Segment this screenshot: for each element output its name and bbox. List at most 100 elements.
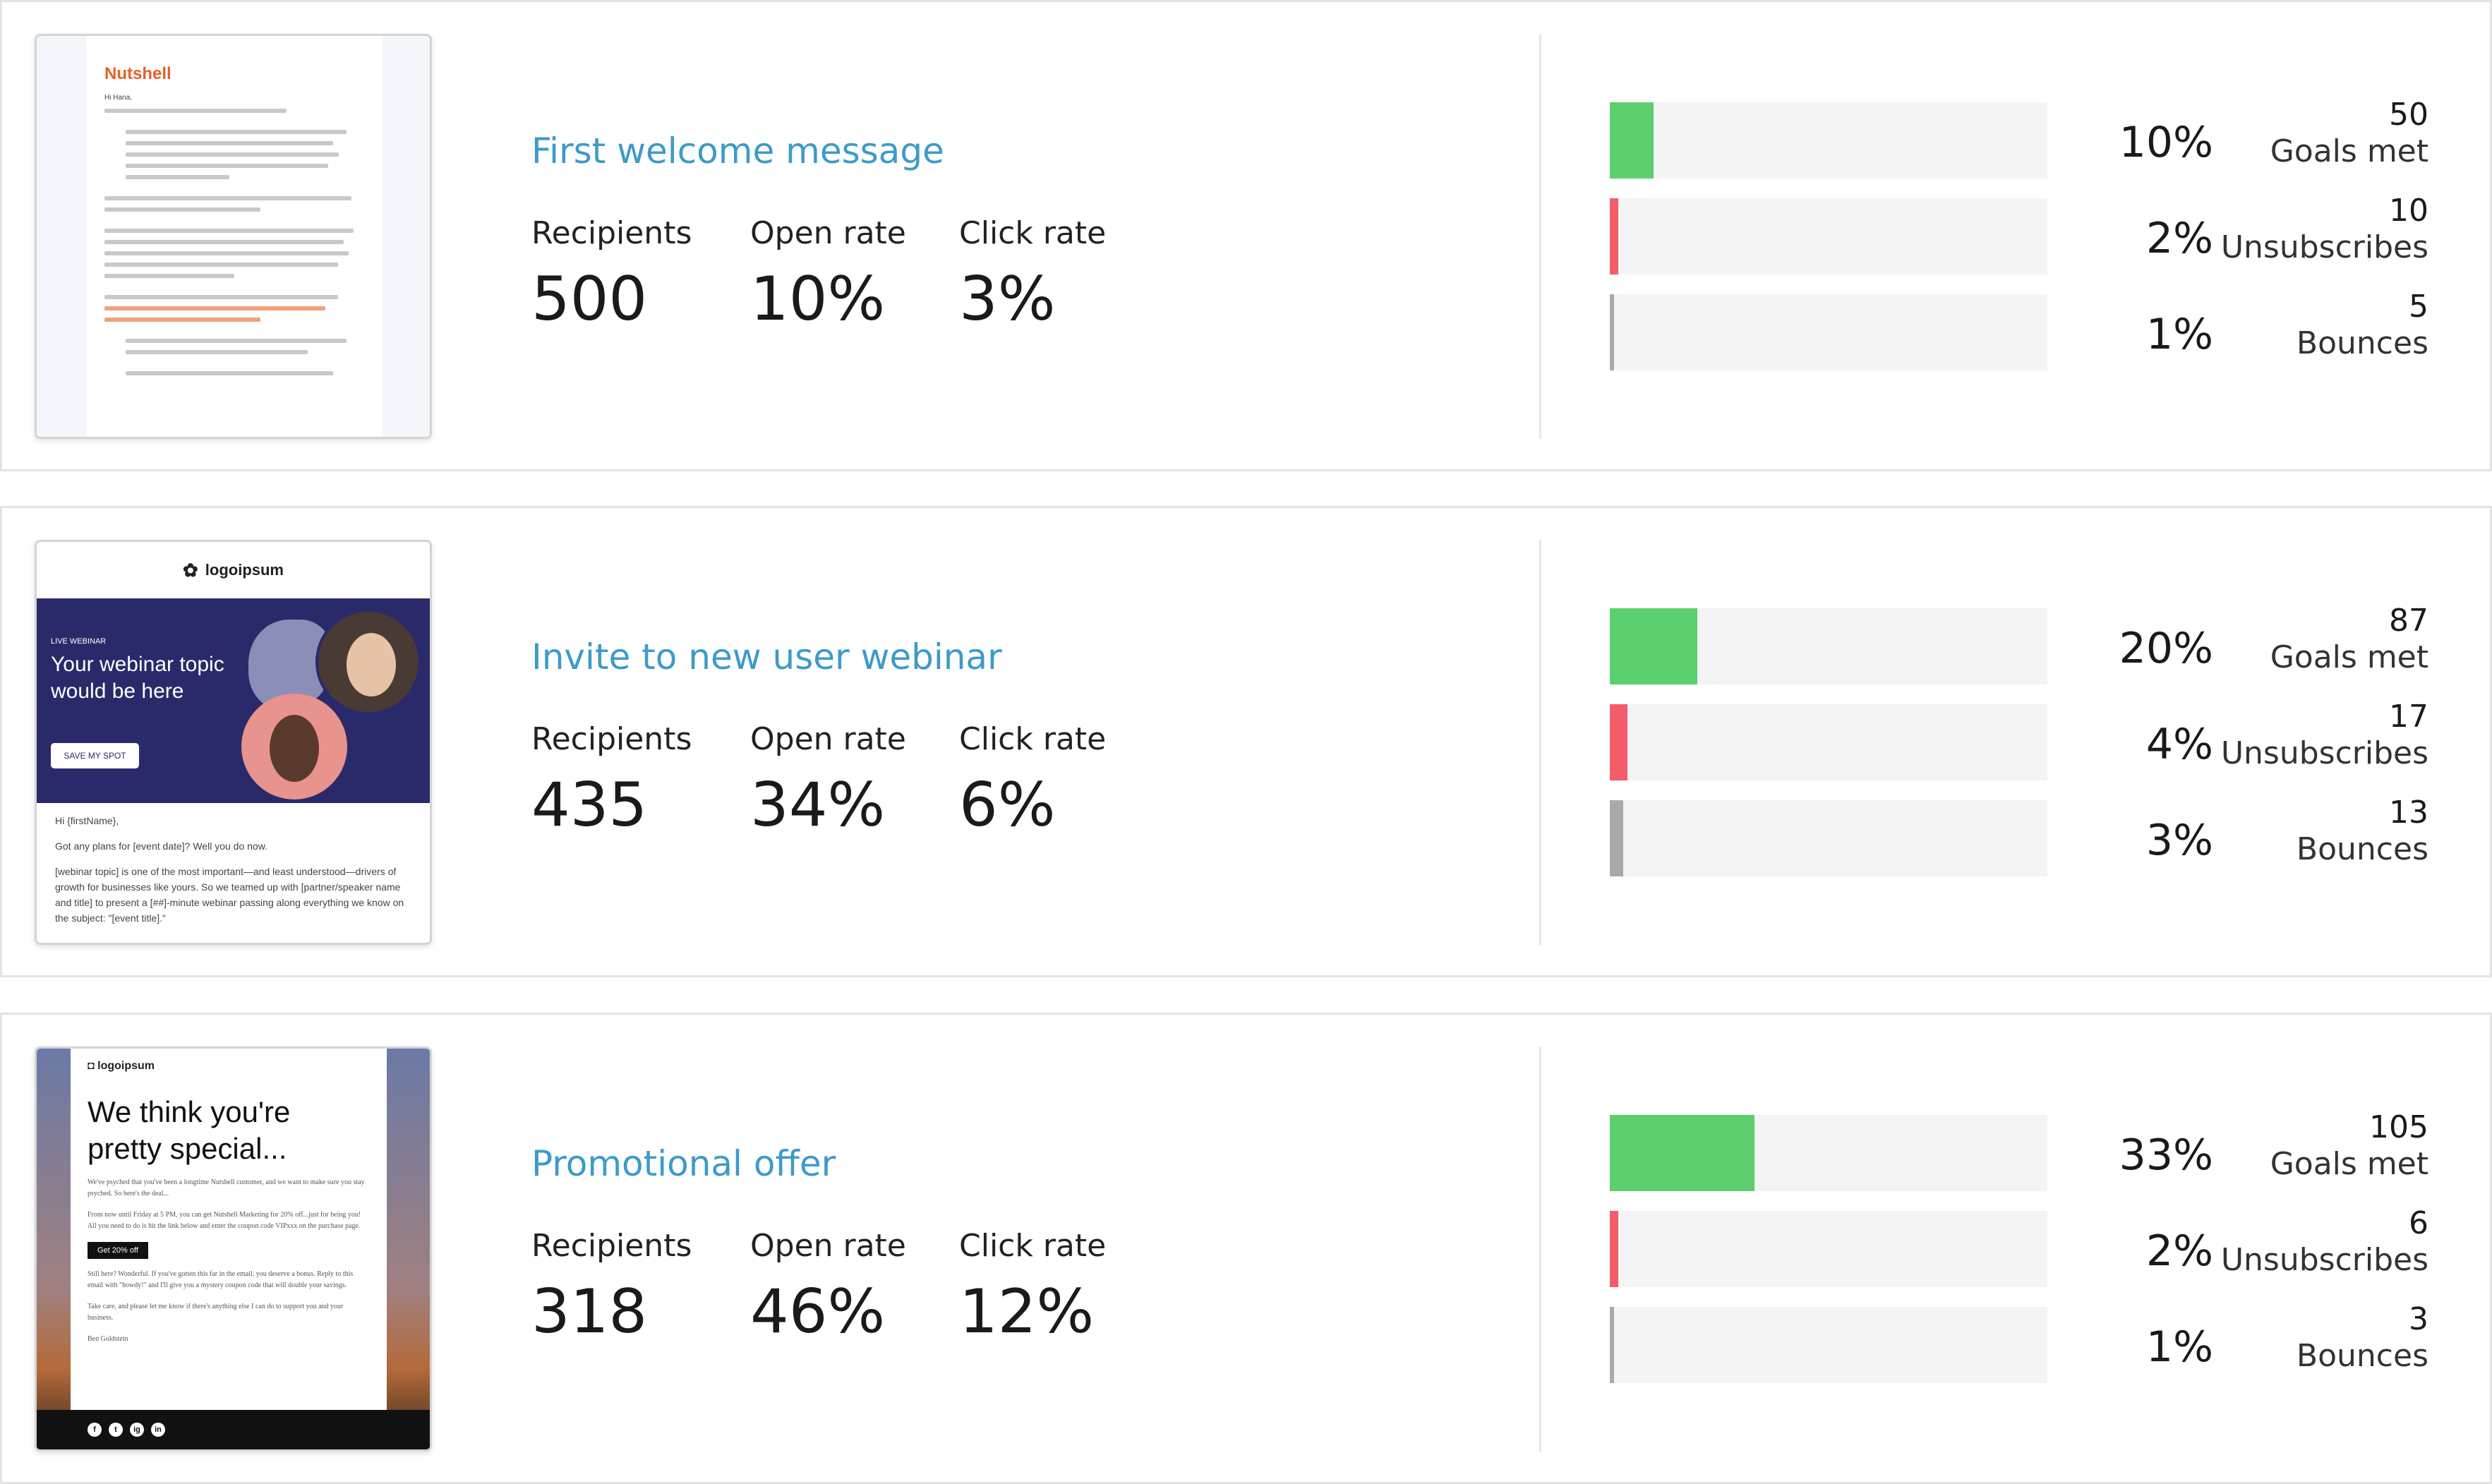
unsubscribes-bar-fill (1610, 704, 1627, 780)
speaker-photo (241, 694, 347, 800)
card-divider (1539, 34, 1541, 439)
logoipsum-icon: ✿ (182, 559, 198, 581)
unsubscribes-metric: 2% 6 Unsubscribes (1610, 1205, 2428, 1289)
speaker-photo (315, 609, 421, 715)
bounces-label: Bounces (2296, 831, 2428, 867)
goals-met-metric: 20% 87 Goals met (1610, 603, 2428, 686)
preview-paragraph: Take care, and please let me know if the… (88, 1303, 344, 1322)
open-rate-value: 46% (750, 1277, 886, 1347)
bounces-bar-fill (1610, 800, 1623, 876)
facebook-icon: f (88, 1423, 102, 1437)
twitter-icon: t (109, 1423, 123, 1437)
bounces-label: Bounces (2296, 325, 2428, 361)
webinar-tag: LIVE WEBINAR (51, 637, 107, 646)
preview-paragraph: From now until Friday at 5 PM, you can g… (88, 1211, 361, 1230)
click-rate-stat: Click rate 12% (959, 1228, 1106, 1347)
bounces-bar-fill (1610, 294, 1614, 370)
campaign-title[interactable]: Invite to new user webinar (531, 637, 1002, 677)
campaign-title[interactable]: Promotional offer (531, 1143, 836, 1184)
card-divider (1539, 1046, 1541, 1452)
recipients-stat: Recipients 318 (531, 1228, 692, 1347)
preview-line: Got any plans for [event date]? Well you… (55, 840, 267, 852)
click-rate-value: 3% (959, 264, 1056, 334)
bounces-count: 5 (2409, 289, 2428, 325)
bounces-bar-track (1610, 294, 2047, 370)
recipients-label: Recipients (531, 215, 692, 251)
email-preview-document: ◘ logoipsum We think you're pretty speci… (37, 1049, 430, 1449)
goals-percent: 33% (2119, 1130, 2213, 1180)
unsubscribes-bar-fill (1610, 198, 1618, 275)
promo-headline: We think you're pretty special... (88, 1095, 291, 1165)
bounces-label: Bounces (2296, 1338, 2428, 1374)
nutshell-logo: Nutshell (104, 64, 171, 83)
recipients-label: Recipients (531, 721, 692, 757)
bounces-percent: 3% (2145, 816, 2213, 865)
get-discount-button: Get 20% off (88, 1242, 148, 1259)
goals-count: 87 (2389, 603, 2428, 639)
open-rate-label: Open rate (750, 721, 906, 757)
recipients-stat: Recipients 435 (531, 721, 692, 840)
goals-bar-fill (1610, 608, 1697, 684)
campaign-card[interactable]: ◘ logoipsum We think you're pretty speci… (0, 1013, 2492, 1484)
linkedin-icon: in (151, 1423, 165, 1437)
unsubscribes-count: 6 (2409, 1205, 2428, 1241)
preview-paragraph: We've psyched that you've been a longtim… (88, 1178, 365, 1198)
campaign-card[interactable]: ✿ logoipsum LIVE WEBINAR Your webinar to… (0, 506, 2492, 977)
bounces-metric: 1% 5 Bounces (1610, 289, 2428, 372)
webinar-hero-banner: LIVE WEBINAR Your webinar topic would be… (37, 598, 430, 803)
goals-met-metric: 10% 50 Goals met (1610, 97, 2428, 180)
unsubscribes-bar-fill (1610, 1211, 1618, 1287)
unsubscribes-percent: 2% (2145, 1226, 2213, 1276)
preview-logo-text: logoipsum (97, 1060, 155, 1072)
bounces-bar-track (1610, 800, 2047, 876)
unsubscribes-metric: 2% 10 Unsubscribes (1610, 193, 2428, 276)
preview-signature: Ben Goldstein (88, 1335, 128, 1343)
card-divider (1539, 540, 1541, 945)
goals-bar-fill (1610, 102, 1654, 179)
unsubscribes-count: 10 (2389, 193, 2428, 229)
click-rate-stat: Click rate 3% (959, 215, 1106, 334)
email-preview-thumbnail[interactable]: ◘ logoipsum We think you're pretty speci… (35, 1046, 432, 1452)
goals-label: Goals met (2270, 1146, 2428, 1182)
goals-bar-track (1610, 102, 2047, 179)
unsubscribes-label: Unsubscribes (2220, 735, 2428, 771)
goals-met-metric: 33% 105 Goals met (1610, 1109, 2428, 1193)
email-preview-document: Nutshell Hi Hana, (37, 36, 430, 437)
preview-line: [webinar topic] is one of the most impor… (55, 866, 404, 924)
unsubscribes-count: 17 (2389, 699, 2428, 735)
preview-line: Hi {firstName}, (55, 815, 119, 826)
recipients-label: Recipients (531, 1228, 692, 1264)
preview-logo-text: logoipsum (205, 561, 284, 579)
email-preview-thumbnail[interactable]: ✿ logoipsum LIVE WEBINAR Your webinar to… (35, 540, 432, 945)
campaign-title[interactable]: First welcome message (531, 131, 944, 171)
unsubscribes-percent: 4% (2145, 720, 2213, 769)
click-rate-stat: Click rate 6% (959, 721, 1106, 840)
open-rate-label: Open rate (750, 215, 906, 251)
unsubscribes-percent: 2% (2145, 214, 2213, 263)
open-rate-stat: Open rate 34% (750, 721, 906, 840)
bounces-percent: 1% (2145, 1322, 2213, 1372)
logoipsum-icon: ◘ (88, 1060, 95, 1072)
unsubscribes-bar-track (1610, 1211, 2047, 1287)
open-rate-value: 34% (750, 770, 886, 840)
email-preview-thumbnail[interactable]: Nutshell Hi Hana, (35, 34, 432, 439)
goals-label: Goals met (2270, 639, 2428, 675)
preview-greeting: Hi Hana, (104, 94, 132, 102)
preview-logo: ✿ logoipsum (37, 542, 430, 598)
preview-body: Hi {firstName}, Got any plans for [event… (37, 803, 430, 943)
unsubscribes-bar-track (1610, 198, 2047, 275)
recipients-value: 318 (531, 1277, 648, 1347)
click-rate-label: Click rate (959, 215, 1107, 251)
bounces-metric: 3% 13 Bounces (1610, 795, 2428, 878)
click-rate-label: Click rate (959, 721, 1107, 757)
preview-paragraph: Still here? Wonderful. If you've gotten … (88, 1270, 354, 1289)
bounces-metric: 1% 3 Bounces (1610, 1301, 2428, 1385)
open-rate-value: 10% (750, 264, 886, 334)
open-rate-stat: Open rate 10% (750, 215, 906, 334)
recipients-value: 500 (531, 264, 648, 334)
goals-bar-track (1610, 608, 2047, 684)
unsubscribes-label: Unsubscribes (2220, 1242, 2428, 1278)
campaign-card[interactable]: Nutshell Hi Hana, (0, 0, 2492, 471)
goals-percent: 20% (2119, 624, 2213, 673)
click-rate-value: 6% (959, 770, 1056, 840)
